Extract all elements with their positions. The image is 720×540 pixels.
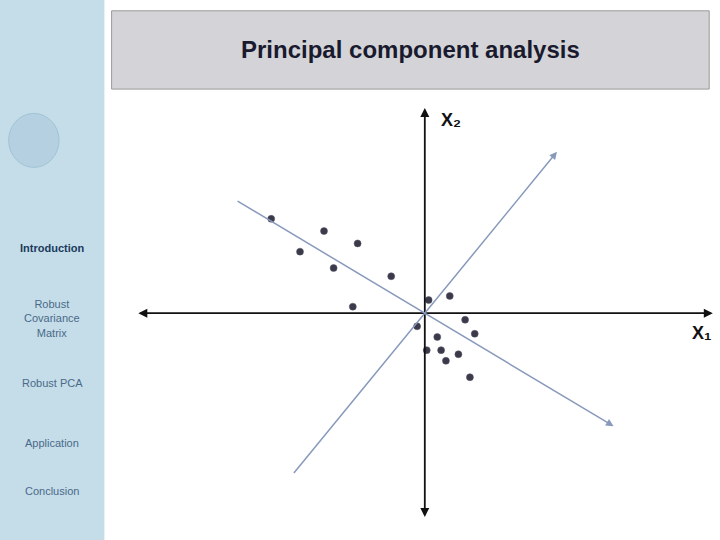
svg-text:Conclusion: Conclusion [25, 485, 79, 497]
svg-text:RobustCovarianceMatrix: RobustCovarianceMatrix [24, 298, 80, 339]
svg-text:Robust PCA: Robust PCA [22, 377, 83, 389]
svg-text:X₁: X₁ [692, 323, 711, 343]
svg-text:X₂: X₂ [441, 110, 461, 130]
svg-text:Introduction: Introduction [20, 242, 84, 254]
svg-text:Principal component analysis: Principal component analysis [241, 36, 580, 63]
svg-text:Application: Application [25, 437, 79, 449]
